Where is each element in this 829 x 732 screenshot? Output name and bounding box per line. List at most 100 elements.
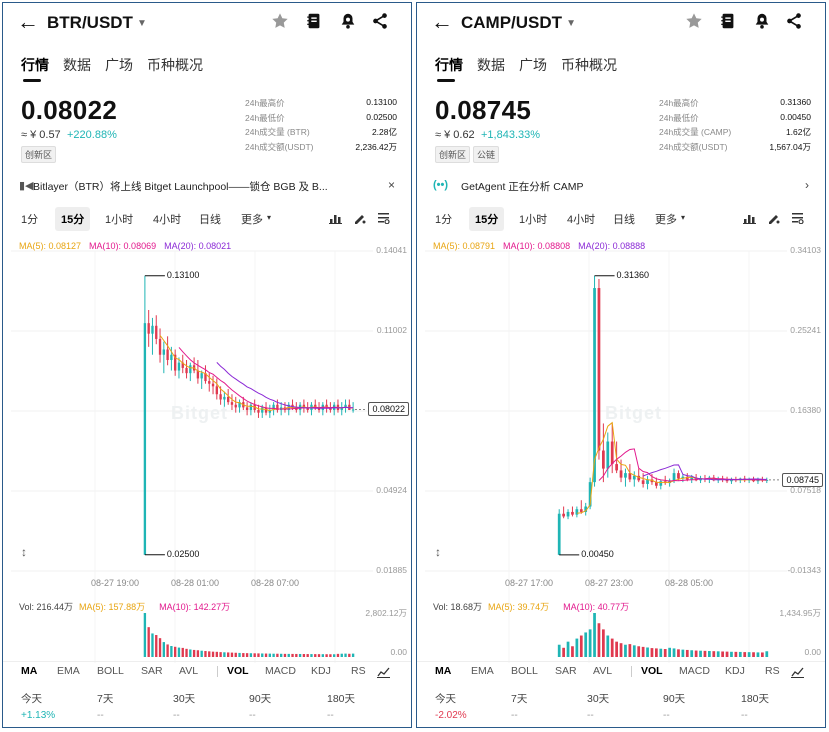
- indicator-vol[interactable]: VOL: [641, 665, 663, 677]
- tab-square[interactable]: 广场: [519, 57, 547, 73]
- header: ← CAMP/USDT ▼: [417, 3, 825, 45]
- indicator-ma[interactable]: MA: [435, 665, 452, 677]
- interval-5[interactable]: 更多: [655, 214, 677, 226]
- indicator-ema[interactable]: EMA: [57, 665, 80, 677]
- bell-icon[interactable]: [339, 12, 357, 30]
- announcement-banner[interactable]: ▮◀ Bitlayer（BTR）将上线 Bitget Launchpool——锁…: [3, 177, 411, 195]
- interval-1[interactable]: 15分: [469, 207, 505, 231]
- back-arrow-icon[interactable]: ←: [431, 9, 453, 34]
- indicator-boll[interactable]: BOLL: [511, 665, 538, 677]
- indicator-avl[interactable]: AVL: [179, 665, 199, 677]
- indicator-macd[interactable]: MACD: [679, 665, 710, 677]
- bell-icon[interactable]: [753, 12, 771, 30]
- indicator-kdj[interactable]: KDJ: [725, 665, 745, 677]
- interval-1[interactable]: 15分: [55, 207, 91, 231]
- volume-bar: [242, 653, 245, 657]
- indicator-rs[interactable]: RS: [765, 665, 780, 677]
- notebook-icon[interactable]: [719, 12, 737, 30]
- zone-badge[interactable]: 创新区: [435, 146, 471, 163]
- indicator-rs[interactable]: RS: [351, 665, 366, 677]
- interval-0[interactable]: 1分: [21, 214, 39, 226]
- banner-text: Bitlayer（BTR）将上线 Bitget Launchpool——锁仓 B…: [33, 181, 328, 193]
- candlestick-chart[interactable]: Bitget 0.34103 0.25241 0.16380 0.07518 -0.013…: [417, 233, 825, 663]
- volume-bar: [659, 648, 663, 657]
- tab-coin-overview[interactable]: 币种概况: [561, 57, 617, 73]
- chart-type-icon[interactable]: [743, 211, 756, 224]
- interval-3[interactable]: 4小时: [153, 214, 182, 226]
- candle: [566, 511, 570, 517]
- star-icon[interactable]: [271, 12, 289, 30]
- indicator-ema[interactable]: EMA: [471, 665, 494, 677]
- price-summary: 0.08745 ≈ ¥ 0.62 +1,843.33% 创新区 公链 24h最高价…: [417, 91, 825, 163]
- indicator-boll[interactable]: BOLL: [97, 665, 124, 677]
- notebook-icon[interactable]: [305, 12, 323, 30]
- indicator-ma[interactable]: MA: [21, 665, 38, 677]
- volume-bar: [747, 652, 751, 657]
- high-annotation: 0.31360: [616, 269, 650, 280]
- perf-label: 今天: [435, 693, 456, 705]
- volume-bar: [283, 653, 287, 657]
- draw-tool-icon[interactable]: [767, 211, 780, 224]
- last-price: 0.08022: [21, 95, 118, 125]
- tab-coin-overview[interactable]: 币种概况: [147, 57, 203, 73]
- indicator-avl[interactable]: AVL: [593, 665, 613, 677]
- chevron-right-icon[interactable]: ›: [805, 178, 809, 192]
- volume-bar: [245, 653, 249, 657]
- interval-4[interactable]: 日线: [199, 214, 221, 226]
- current-price-tag[interactable]: 0.08022: [368, 402, 409, 417]
- volume-bar: [743, 652, 747, 657]
- announcement-banner[interactable]: (••) GetAgent 正在分析 CAMP ›: [417, 177, 825, 195]
- volume-bar: [610, 638, 614, 657]
- pair-selector[interactable]: BTR/USDT ▼: [47, 13, 147, 33]
- zone-badge[interactable]: 公链: [473, 146, 500, 163]
- pair-name: CAMP/USDT: [461, 13, 563, 32]
- agent-icon: (••): [433, 179, 449, 191]
- interval-4[interactable]: 日线: [613, 214, 635, 226]
- tab-market[interactable]: 行情: [435, 57, 463, 73]
- volume-bar: [619, 643, 623, 657]
- close-icon[interactable]: ×: [387, 178, 395, 192]
- resize-handle-icon[interactable]: ↕: [435, 545, 441, 559]
- resize-handle-icon[interactable]: ↕: [21, 545, 27, 559]
- interval-5[interactable]: 更多: [241, 214, 263, 226]
- zone-badge[interactable]: 创新区: [21, 146, 57, 163]
- indicator-settings-icon[interactable]: [377, 665, 390, 678]
- share-icon[interactable]: [371, 12, 389, 30]
- volume-tick-label: 1,434.95万: [779, 608, 821, 618]
- tab-market[interactable]: 行情: [21, 57, 49, 73]
- price-change: +1,843.33%: [481, 129, 541, 141]
- stat-label: 24h成交量 (CAMP): [659, 127, 732, 137]
- y-tick-label: 0.07518: [790, 485, 821, 495]
- interval-3[interactable]: 4小时: [567, 214, 596, 226]
- candle: [646, 479, 649, 484]
- low-annotation: 0.02500: [166, 548, 200, 559]
- stat-value: 0.13100: [366, 97, 397, 107]
- indicator-macd[interactable]: MACD: [265, 665, 296, 677]
- chart-settings-icon[interactable]: [377, 211, 390, 224]
- indicator-sar[interactable]: SAR: [141, 665, 163, 677]
- chart-type-icon[interactable]: [329, 211, 342, 224]
- pair-selector[interactable]: CAMP/USDT ▼: [461, 13, 576, 33]
- tab-data[interactable]: 数据: [63, 57, 91, 73]
- interval-2[interactable]: 1小时: [105, 214, 134, 226]
- candle: [681, 476, 685, 479]
- back-arrow-icon[interactable]: ←: [17, 9, 39, 34]
- interval-2[interactable]: 1小时: [519, 214, 548, 226]
- indicator-settings-icon[interactable]: [791, 665, 804, 678]
- volume-bar: [716, 651, 720, 657]
- current-price-tag[interactable]: 0.08745: [782, 472, 823, 487]
- perf-label: 7天: [511, 693, 528, 705]
- badges: 创新区 公链: [435, 145, 502, 163]
- indicator-sar[interactable]: SAR: [555, 665, 577, 677]
- indicator-kdj[interactable]: KDJ: [311, 665, 331, 677]
- volume-bar: [317, 654, 321, 657]
- chart-settings-icon[interactable]: [791, 211, 804, 224]
- star-icon[interactable]: [685, 12, 703, 30]
- interval-0[interactable]: 1分: [435, 214, 453, 226]
- draw-tool-icon[interactable]: [353, 211, 366, 224]
- share-icon[interactable]: [785, 12, 803, 30]
- tab-square[interactable]: 广场: [105, 57, 133, 73]
- candlestick-chart[interactable]: Bitget 0.14041 0.11002 0.04924 0.01885 0.0802…: [3, 233, 411, 663]
- indicator-vol[interactable]: VOL: [227, 665, 249, 677]
- tab-data[interactable]: 数据: [477, 57, 505, 73]
